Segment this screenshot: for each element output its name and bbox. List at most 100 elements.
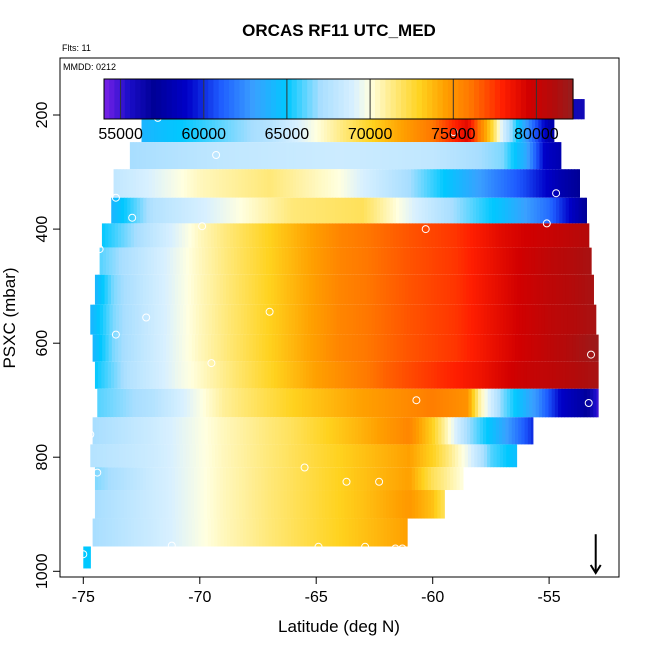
heat-cell [235,361,240,389]
heat-cell [95,334,100,362]
heat-cell [311,304,315,335]
heat-cell [498,197,503,224]
heat-cell [186,388,191,418]
heat-cell [349,119,354,143]
heat-cell [175,518,180,547]
heat-cell [165,274,170,305]
heat-cell [90,444,95,468]
heat-cell [338,223,343,248]
heat-cell [206,274,211,305]
heat-cell [126,169,131,198]
heat-cell [427,274,432,305]
heat-cell [219,274,224,305]
heat-cell [417,169,422,198]
heat-cell [266,119,271,143]
heat-cell [464,247,469,275]
heat-cell [547,334,551,362]
heat-cell [144,119,149,143]
heat-cell [433,142,438,170]
heat-cell [90,304,95,335]
heat-cell [338,467,342,491]
heat-cell [389,197,394,224]
heat-cell [306,490,310,519]
heat-cell [359,388,364,418]
heat-cell [283,142,288,170]
heat-cell [187,361,192,389]
heat-cell [462,274,467,305]
heat-cell [213,490,218,519]
heat-cell [383,417,388,445]
heat-cell [104,274,109,305]
heat-cell [190,169,195,198]
heat-cell [494,274,499,305]
heat-cell [485,142,489,170]
heat-cell [331,274,336,305]
heat-cell [376,274,381,305]
heat-cell [411,467,416,491]
heat-cell [398,490,403,519]
heat-cell [117,361,122,389]
heat-cell [287,197,292,224]
heat-cell [380,334,385,362]
heat-cell [546,361,550,389]
heat-cell [581,361,586,389]
heat-cell [366,274,371,305]
heat-cell [554,247,558,275]
heat-cell [381,119,386,143]
heat-cell [307,304,312,335]
heat-cell [350,388,354,418]
heat-cell [318,388,322,418]
heat-cell [229,490,234,519]
heat-cell [237,444,242,468]
date-note: MMDD: 0212 [63,62,116,72]
heat-cell [196,169,201,198]
data-marker [111,330,120,339]
heat-cell [193,169,198,198]
heat-cell [551,388,556,418]
heat-cell [547,304,552,335]
heat-cell [414,169,419,198]
heat-cell [538,304,543,335]
heat-cell [209,142,214,170]
heat-cell [126,467,131,491]
heat-cell [206,467,211,491]
heat-cell [458,388,463,418]
heat-cell [105,518,110,547]
heat-cell [517,142,521,170]
heat-cell [125,247,129,275]
heat-cell [561,388,566,418]
heat-cell [387,417,391,445]
heat-cell [358,417,363,445]
heat-cell [393,417,398,445]
heat-cell [386,490,390,519]
heat-cell [346,304,351,335]
heat-cell [201,417,206,445]
heat-cell [458,444,463,468]
heat-cell [373,467,378,491]
heat-cell [578,274,582,305]
heat-cell [515,444,518,468]
heat-cell [286,169,291,198]
heat-cell [467,247,472,275]
heat-cell [530,274,534,305]
heat-cell [168,361,173,389]
heat-cell [378,247,382,275]
heat-cell [168,490,173,519]
heat-cell [456,142,461,170]
heat-cell [321,169,326,198]
heat-cell [467,334,471,362]
colorbar-cell [109,79,116,119]
heat-cell [163,518,167,547]
heat-cell [149,223,154,248]
heat-cell [332,518,337,547]
heat-cell [279,444,283,468]
heat-cell [155,490,160,519]
heat-cell [127,223,132,248]
heat-cell [232,490,237,519]
heat-cell [568,274,573,305]
heat-cell [444,334,449,362]
heat-cell [427,169,431,198]
heat-cell [208,247,213,275]
heat-cell [430,467,435,491]
heat-cell [586,388,591,418]
